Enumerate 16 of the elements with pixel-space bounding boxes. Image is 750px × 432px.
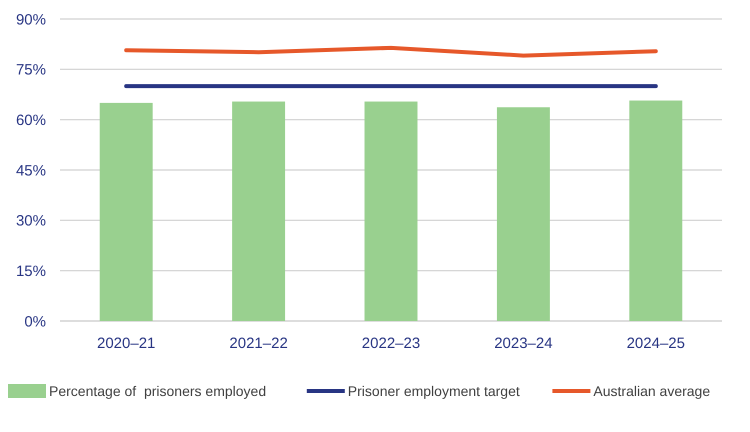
y-tick-label: 45%: [16, 162, 46, 180]
y-tick-label: 15%: [16, 262, 46, 280]
line-series: [124, 46, 658, 58]
y-tick-label: 30%: [16, 212, 46, 230]
x-tick-label: 2020–21: [96, 335, 156, 352]
x-tick-label: 2022–23: [362, 335, 420, 352]
legend-label: Prisoner employment target: [348, 383, 520, 399]
x-tick-label: 2024–25: [626, 335, 686, 352]
y-tick-label: 75%: [16, 62, 46, 79]
legend-label: Percentage of prisoners employed: [49, 383, 266, 399]
y-tick-label: 90%: [16, 11, 46, 28]
legend-label: Australian average: [593, 383, 710, 399]
x-tick-label: 2023–24: [494, 335, 553, 352]
x-tick-label: 2021–22: [229, 335, 288, 352]
y-tick-label: 60%: [16, 112, 46, 129]
y-tick-label: 0%: [24, 313, 46, 330]
